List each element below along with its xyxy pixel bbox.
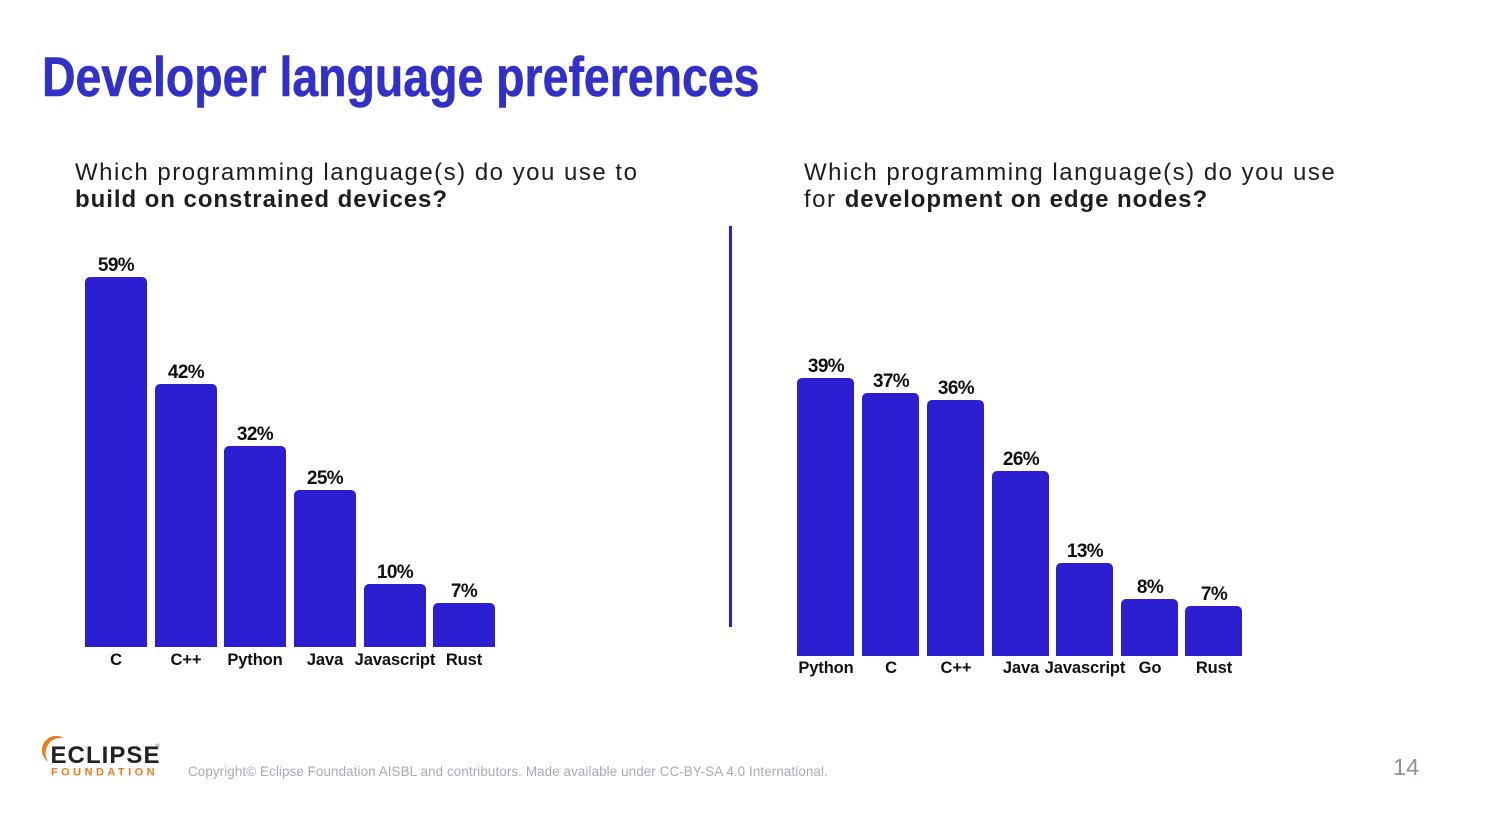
svg-text:FOUNDATION: FOUNDATION <box>51 766 158 778</box>
svg-text:ECLIPSE: ECLIPSE <box>51 742 161 769</box>
svg-text:®: ® <box>156 743 160 750</box>
